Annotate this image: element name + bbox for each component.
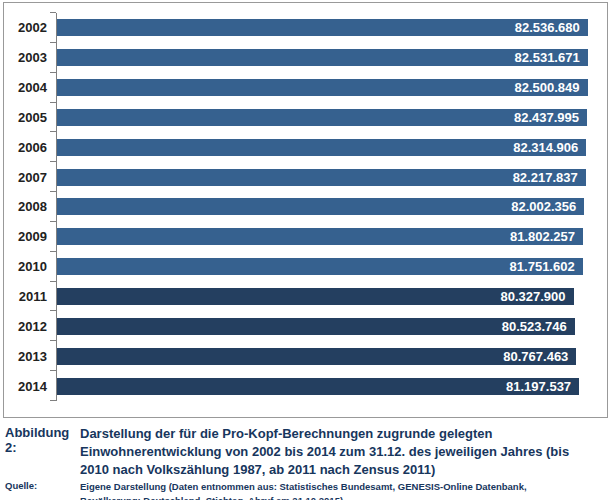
population-bar: 80.523.746 [57, 318, 575, 335]
bar-track: 82.437.995 [56, 103, 607, 133]
bar-value-label: 82.500.849 [514, 80, 579, 95]
bar-row: 2013 80.767.463 [4, 341, 607, 371]
caption-line-2: Einwohnerentwicklung von 2002 bis 2014 z… [80, 443, 569, 461]
year-label: 2013 [4, 349, 56, 364]
bar-row: 2007 82.217.837 [4, 162, 607, 192]
figure-abbildung-2: 2002 82.536.680 2003 82.531.671 2004 82.500.8… [0, 0, 616, 500]
bar-track: 80.767.463 [56, 341, 607, 371]
year-label: 2006 [4, 140, 56, 155]
source-label: Quelle: [5, 480, 80, 491]
year-label: 2008 [4, 199, 56, 214]
bar-track: 80.523.746 [56, 311, 607, 341]
source-line-2: Bevölkerung: Deutschland, Stichtag, Abru… [80, 494, 527, 500]
population-bar: 81.197.537 [57, 378, 579, 395]
bar-track: 82.500.849 [56, 73, 607, 103]
year-label: 2014 [4, 379, 56, 394]
year-label: 2005 [4, 110, 56, 125]
bar-track: 82.536.680 [56, 13, 607, 43]
bar-value-label: 81.751.602 [510, 259, 575, 274]
caption-text: Darstellung der für die Pro-Kopf-Berechn… [80, 425, 569, 479]
bar-row: 2004 82.500.849 [4, 73, 607, 103]
bar-value-label: 81.197.537 [506, 379, 571, 394]
population-bar: 80.767.463 [57, 348, 576, 365]
caption-line-3: 2010 nach Volkszählung 1987, ab 2011 nac… [80, 461, 569, 479]
bar-value-label: 82.314.906 [513, 140, 578, 155]
bar-row: 2006 82.314.906 [4, 132, 607, 162]
year-label: 2012 [4, 319, 56, 334]
source-line-1: Eigene Darstellung (Daten entnommen aus:… [80, 480, 527, 494]
year-label: 2010 [4, 259, 56, 274]
bar-track: 82.217.837 [56, 162, 607, 192]
bar-value-label: 80.767.463 [503, 349, 568, 364]
bar-value-label: 82.437.995 [514, 110, 579, 125]
year-label: 2011 [4, 289, 56, 304]
figure-caption: Abbildung 2: Darstellung der für die Pro… [5, 425, 611, 500]
bar-row: 2005 82.437.995 [4, 103, 607, 133]
year-label: 2003 [4, 50, 56, 65]
year-label: 2007 [4, 170, 56, 185]
bar-track: 82.314.906 [56, 132, 607, 162]
bar-row: 2014 81.197.537 [4, 371, 607, 401]
bar-track: 81.197.537 [56, 371, 607, 401]
population-bar: 82.500.849 [57, 79, 588, 96]
bar-row: 2009 81.802.257 [4, 222, 607, 252]
caption-label: Abbildung 2: [5, 425, 80, 455]
year-label: 2002 [4, 20, 56, 35]
population-bar: 82.437.995 [57, 109, 587, 126]
bar-track: 81.802.257 [56, 222, 607, 252]
bar-track: 80.327.900 [56, 282, 607, 312]
bar-row: 2008 82.002.356 [4, 192, 607, 222]
bar-track: 82.002.356 [56, 192, 607, 222]
bar-track: 81.751.602 [56, 252, 607, 282]
bar-value-label: 80.327.900 [500, 289, 565, 304]
bar-value-label: 81.802.257 [510, 229, 575, 244]
bar-row: 2012 80.523.746 [4, 311, 607, 341]
year-label: 2004 [4, 80, 56, 95]
bar-row: 2003 82.531.671 [4, 43, 607, 73]
bar-value-label: 82.536.680 [515, 20, 580, 35]
population-bar: 82.536.680 [57, 19, 588, 36]
chart-frame: 2002 82.536.680 2003 82.531.671 2004 82.500.8… [3, 2, 608, 418]
bar-row: 2002 82.536.680 [4, 13, 607, 43]
bar-rows: 2002 82.536.680 2003 82.531.671 2004 82.500.8… [4, 13, 607, 401]
population-bar: 82.314.906 [57, 139, 586, 156]
caption-row: Abbildung 2: Darstellung der für die Pro… [5, 425, 611, 479]
bar-row: 2010 81.751.602 [4, 252, 607, 282]
year-label: 2009 [4, 229, 56, 244]
population-bar: 82.002.356 [57, 198, 584, 215]
source-row: Quelle: Eigene Darstellung (Daten entnom… [5, 480, 611, 500]
bar-value-label: 80.523.746 [502, 319, 567, 334]
caption-line-1: Darstellung der für die Pro-Kopf-Berechn… [80, 425, 569, 443]
bar-row: 2011 80.327.900 [4, 282, 607, 312]
population-bar: 81.751.602 [57, 258, 583, 275]
bar-value-label: 82.531.671 [515, 50, 580, 65]
bar-value-label: 82.002.356 [511, 199, 576, 214]
population-bar: 82.531.671 [57, 49, 588, 66]
bar-value-label: 82.217.837 [513, 170, 578, 185]
population-bar: 81.802.257 [57, 228, 583, 245]
bar-track: 82.531.671 [56, 43, 607, 73]
population-bar: 82.217.837 [57, 169, 586, 186]
population-bar: 80.327.900 [57, 288, 574, 305]
source-text: Eigene Darstellung (Daten entnommen aus:… [80, 480, 527, 500]
